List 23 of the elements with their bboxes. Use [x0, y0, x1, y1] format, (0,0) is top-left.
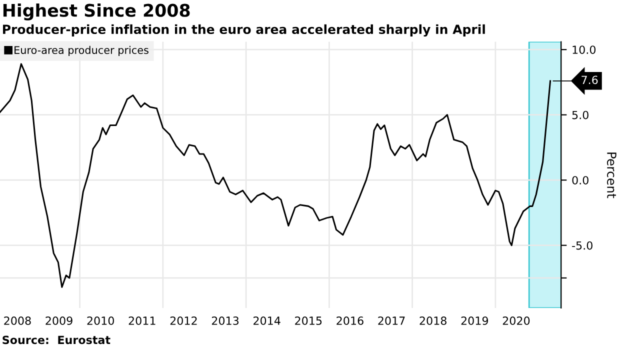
x-tick-label: 2013 [212, 316, 239, 325]
chart-subtitle: Producer-price inflation in the euro area accelerated sharply in April [3, 24, 485, 37]
y-tick-label: 10.0 [572, 46, 596, 54]
y-tick-label: 0.0 [572, 176, 588, 184]
x-tick-label: 2008 [4, 316, 31, 325]
x-tick-label: 2016 [336, 316, 364, 325]
x-tick-label: 2020 [502, 316, 530, 325]
x-tick-label: 2015 [295, 316, 322, 325]
x-tick-label: 2011 [128, 316, 156, 325]
x-tick-label: 2012 [170, 316, 197, 325]
chart-title: Highest Since 2008 [3, 3, 190, 20]
x-tick-label: 2017 [378, 316, 405, 325]
x-tick-label: 2014 [254, 316, 280, 325]
x-tick-label: 2018 [420, 316, 446, 325]
y-axis-title: Percent [607, 152, 616, 198]
legend-label: Euro-area producer prices [14, 46, 148, 56]
y-tick-label: -5.0 [572, 241, 592, 250]
x-tick-label: 2019 [461, 316, 488, 325]
source-note: Source: Eurostat [2, 336, 110, 344]
x-tick-label: 2010 [87, 316, 114, 325]
x-tick-label: 2009 [46, 316, 72, 325]
y-tick-label: 5.0 [572, 110, 588, 120]
annotation: 7.6 [582, 76, 598, 84]
